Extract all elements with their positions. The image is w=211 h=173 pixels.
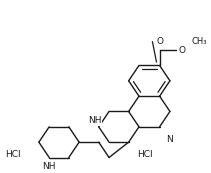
Text: HCl: HCl xyxy=(137,150,153,159)
Text: NH: NH xyxy=(88,116,101,125)
Text: HCl: HCl xyxy=(5,150,21,159)
Text: O: O xyxy=(178,46,185,55)
Text: NH: NH xyxy=(42,162,56,171)
Text: O: O xyxy=(156,37,163,46)
Text: CH₃: CH₃ xyxy=(192,37,207,46)
Text: N: N xyxy=(166,135,173,144)
